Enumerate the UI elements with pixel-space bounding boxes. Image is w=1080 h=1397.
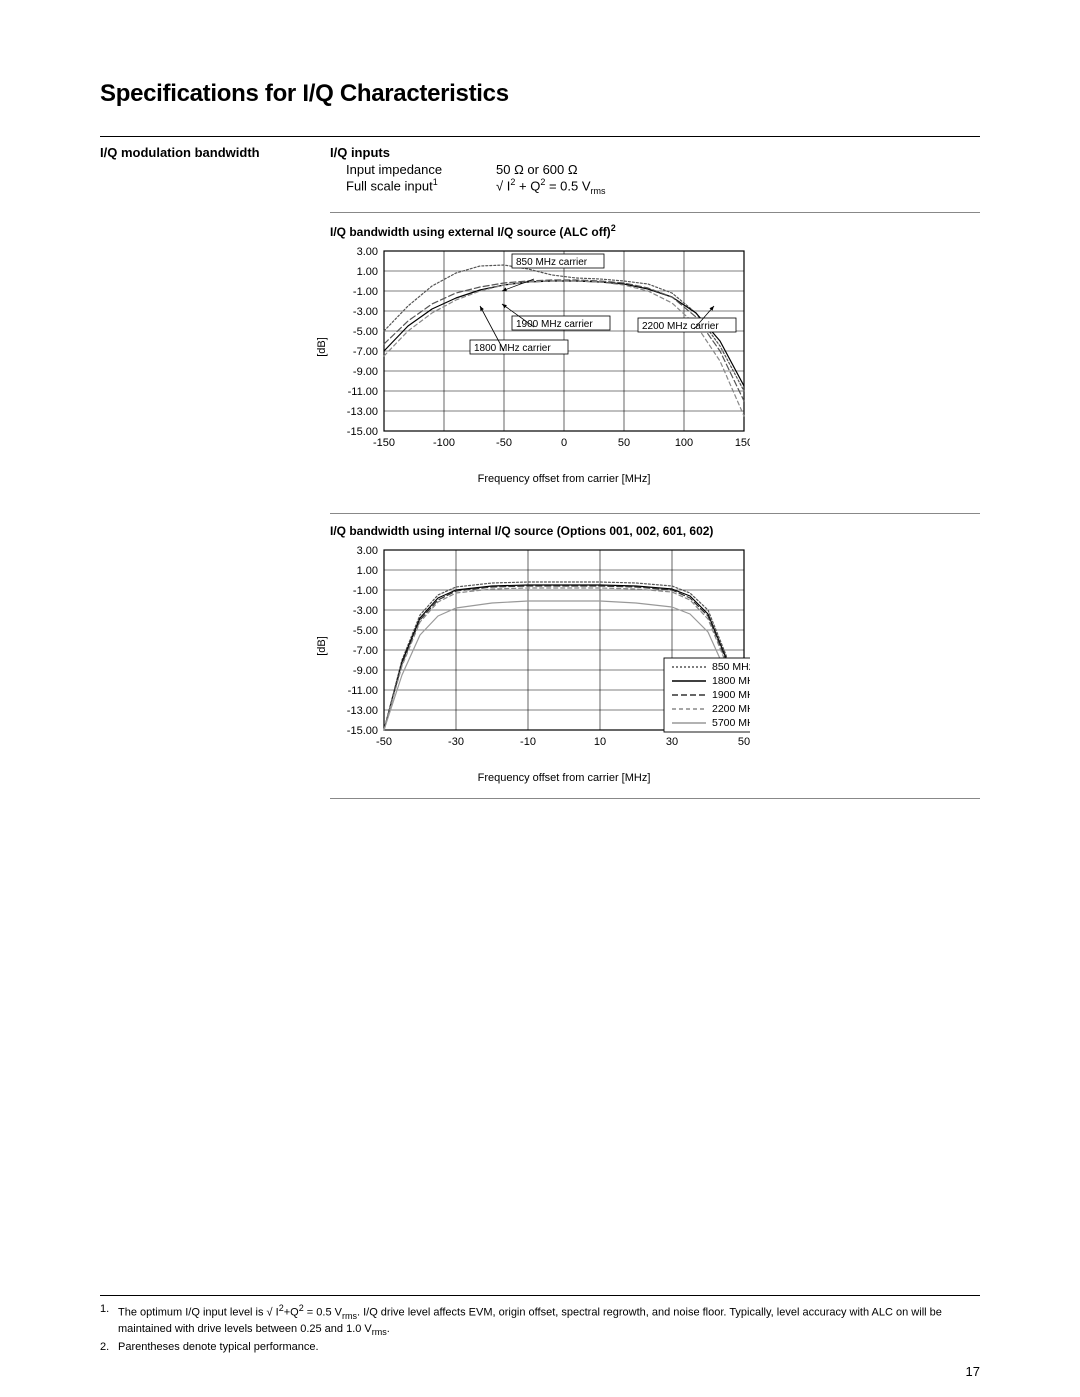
svg-text:-10: -10 xyxy=(520,736,536,748)
svg-text:-11.00: -11.00 xyxy=(348,685,378,697)
section-iq-modulation-bandwidth: I/Q modulation bandwidth I/Q inputs Inpu… xyxy=(100,136,980,799)
svg-text:50: 50 xyxy=(738,736,750,748)
section-heading: I/Q modulation bandwidth xyxy=(100,145,330,799)
svg-text:850 MHz: 850 MHz xyxy=(712,661,750,673)
svg-text:1900 MHz carrier: 1900 MHz carrier xyxy=(516,319,593,330)
svg-text:-30: -30 xyxy=(448,736,464,748)
footnote-text: Parentheses denote typical performance. xyxy=(118,1340,319,1355)
chart1-x-axis-label: Frequency offset from carrier [MHz] xyxy=(384,473,744,485)
svg-text:150: 150 xyxy=(735,437,750,449)
spec-label: Input impedance xyxy=(346,162,496,177)
svg-text:-7.00: -7.00 xyxy=(353,645,378,657)
chart1: [dB] -150-100-500501001503.001.00-1.00-3… xyxy=(330,245,980,467)
svg-text:3.00: 3.00 xyxy=(357,246,378,258)
svg-text:100: 100 xyxy=(675,437,693,449)
svg-text:1800 MHz: 1800 MHz xyxy=(712,675,750,687)
svg-text:-13.00: -13.00 xyxy=(347,705,378,717)
svg-text:-15.00: -15.00 xyxy=(347,725,378,737)
svg-text:-3.00: -3.00 xyxy=(353,605,378,617)
svg-text:30: 30 xyxy=(666,736,678,748)
iq-inputs-heading: I/Q inputs xyxy=(330,145,980,160)
chart2-y-axis-label: [dB] xyxy=(316,636,328,656)
chart2-x-axis-label: Frequency offset from carrier [MHz] xyxy=(384,772,744,784)
svg-text:-11.00: -11.00 xyxy=(348,386,378,398)
svg-text:-5.00: -5.00 xyxy=(353,326,378,338)
svg-text:3.00: 3.00 xyxy=(357,545,378,557)
spec-row: Input impedance50 Ω or 600 Ω xyxy=(346,162,980,177)
svg-text:850 MHz carrier: 850 MHz carrier xyxy=(516,257,588,268)
footnote-number: 2. xyxy=(100,1340,118,1355)
svg-text:-9.00: -9.00 xyxy=(353,665,378,677)
chart1-y-axis-label: [dB] xyxy=(316,337,328,357)
svg-text:10: 10 xyxy=(594,736,606,748)
spec-value: 50 Ω or 600 Ω xyxy=(496,162,980,177)
page-number: 17 xyxy=(966,1364,980,1379)
footnote: 2.Parentheses denote typical performance… xyxy=(100,1340,980,1355)
svg-text:-100: -100 xyxy=(433,437,455,449)
svg-text:1800 MHz carrier: 1800 MHz carrier xyxy=(474,343,551,354)
spec-label: Full scale input1 xyxy=(346,177,496,196)
spec-value: √ I2 + Q2 = 0.5 Vrms xyxy=(496,177,980,196)
svg-text:1.00: 1.00 xyxy=(357,565,378,577)
svg-text:1900 MHz: 1900 MHz xyxy=(712,689,750,701)
svg-text:-9.00: -9.00 xyxy=(353,366,378,378)
chart2: [dB] -50-30-101030503.001.00-1.00-3.00-5… xyxy=(330,544,980,766)
svg-text:5700 MHz: 5700 MHz xyxy=(712,717,750,729)
chart1-svg: -150 -100 -50 0 50 100 150 3.00 1.00 -1.00 -3.00 -5… xyxy=(330,245,750,467)
footnote: 1.The optimum I/Q input level is √ I2+Q2… xyxy=(100,1302,980,1338)
svg-text:0: 0 xyxy=(561,437,567,449)
svg-text:-7.00: -7.00 xyxy=(353,346,378,358)
svg-text:-50: -50 xyxy=(496,437,512,449)
svg-text:-13.00: -13.00 xyxy=(347,406,378,418)
svg-text:-1.00: -1.00 xyxy=(353,286,378,298)
svg-text:1.00: 1.00 xyxy=(357,266,378,278)
footnote-text: The optimum I/Q input level is √ I2+Q2 =… xyxy=(118,1302,980,1338)
svg-text:2200 MHz carrier: 2200 MHz carrier xyxy=(642,321,719,332)
chart1-title: I/Q bandwidth using external I/Q source … xyxy=(330,212,980,239)
svg-text:-50: -50 xyxy=(376,736,392,748)
chart2-title: I/Q bandwidth using internal I/Q source … xyxy=(330,513,980,538)
spec-row: Full scale input1√ I2 + Q2 = 0.5 Vrms xyxy=(346,177,980,196)
page-title: Specifications for I/Q Characteristics xyxy=(100,80,980,108)
svg-text:-5.00: -5.00 xyxy=(353,625,378,637)
svg-text:50: 50 xyxy=(618,437,630,449)
chart2-svg: -50 -30 -10 10 30 50 3.00 1.00 -1.00 -3.00 -5.00 -7… xyxy=(330,544,750,766)
footnote-number: 1. xyxy=(100,1302,118,1338)
svg-text:-150: -150 xyxy=(373,437,395,449)
svg-text:-15.00: -15.00 xyxy=(347,426,378,438)
svg-text:2200 MHz: 2200 MHz xyxy=(712,703,750,715)
svg-text:-3.00: -3.00 xyxy=(353,306,378,318)
footnotes: 1.The optimum I/Q input level is √ I2+Q2… xyxy=(100,1295,980,1357)
svg-text:-1.00: -1.00 xyxy=(353,585,378,597)
